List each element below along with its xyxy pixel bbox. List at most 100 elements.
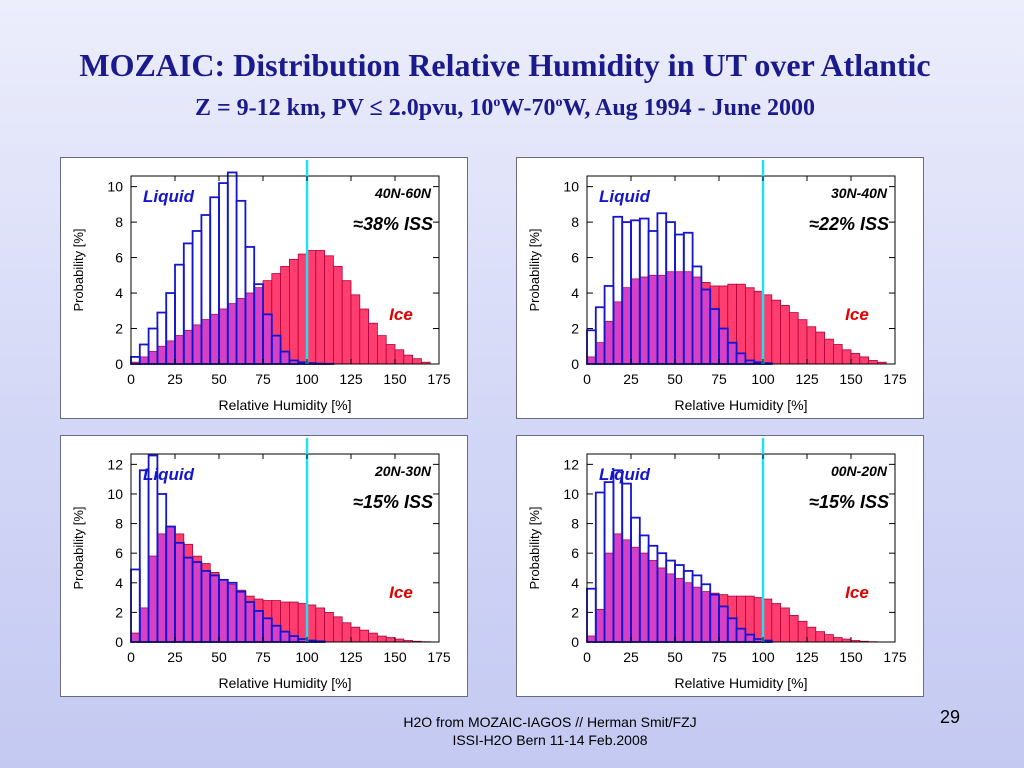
y-tick-label: 8 [115, 516, 123, 532]
region-label: 20N-30N [374, 463, 432, 479]
overlap-bar [621, 287, 632, 365]
overlap-bar [227, 583, 237, 643]
x-axis-title: Relative Humidity [%] [674, 675, 807, 691]
y-tick-label: 0 [115, 356, 123, 372]
ice-bar [797, 620, 808, 643]
x-tick-label: 150 [383, 371, 407, 387]
y-tick-label: 4 [115, 285, 123, 301]
ice-bar [832, 637, 843, 643]
x-tick-label: 150 [839, 371, 863, 387]
overlap-bar [271, 625, 281, 643]
overlap-bar [727, 342, 737, 365]
ice-bar [350, 626, 361, 643]
region-label: 40N-60N [374, 185, 432, 201]
chart-svg: 0 25 50 75 100 125 150 175 0 2 4 6 8 10 Relative Humid… [527, 160, 907, 413]
overlap-bar [630, 546, 641, 643]
overlap-bar [253, 610, 264, 643]
overlap-bar [692, 276, 702, 365]
x-tick-label: 125 [795, 649, 819, 665]
iss-label: ≈38% ISS [353, 214, 433, 234]
ice-bar [288, 258, 299, 365]
overlap-bar [157, 345, 167, 365]
x-tick-label: 25 [167, 649, 183, 665]
x-tick-label: 75 [255, 371, 271, 387]
overlap-bar [736, 353, 746, 365]
y-tick-label: 10 [563, 486, 579, 502]
overlap-bar [701, 591, 711, 643]
overlap-bar [595, 609, 605, 643]
ice-bar [332, 266, 343, 365]
ice-bar [806, 626, 817, 643]
overlap-bar [736, 628, 746, 643]
ice-bar [815, 631, 825, 643]
iss-label: ≈15% ISS [809, 492, 889, 512]
overlap-bar [218, 308, 229, 365]
overlap-bar [692, 586, 702, 643]
plot-frame [586, 453, 896, 643]
overlap-bar [227, 303, 237, 365]
ice-bar [788, 614, 799, 643]
chart-panel-30n-40n: 0 25 50 75 100 125 150 175 0 2 4 6 8 10 Relative Humid… [516, 157, 924, 419]
y-tick-label: 8 [115, 214, 123, 230]
overlap-bar [183, 557, 193, 643]
ice-bar [324, 611, 334, 643]
overlap-bar [262, 314, 273, 365]
overlap-bar [657, 567, 667, 643]
ice-label: Ice [845, 305, 869, 324]
region-label: 00N-20N [831, 463, 888, 479]
overlap-bar [674, 578, 685, 643]
overlap-bar [245, 292, 255, 365]
y-tick-label: 6 [571, 545, 579, 561]
chart-svg: 0 25 50 75 100 125 150 175 0 2 4 6 8 10 12 Relative Hum… [527, 438, 907, 691]
chart-svg: 0 25 50 75 100 125 150 175 0 2 4 6 8 10 12 Relative Hum… [71, 438, 451, 691]
footer-line-2: ISSI-H2O Bern 11-14 Feb.2008 [452, 732, 648, 748]
overlap-bar [674, 271, 685, 365]
footer: H2O from MOZAIC-IAGOS // Herman Smit/FZJ… [300, 713, 800, 749]
overlap-bar [192, 324, 202, 365]
overlap-bar [157, 533, 167, 643]
plot-frame [130, 453, 440, 643]
x-tick-label: 175 [427, 649, 451, 665]
x-tick-label: 25 [167, 371, 183, 387]
x-tick-label: 100 [295, 649, 319, 665]
overlap-bar [683, 582, 693, 643]
ice-bar [315, 250, 326, 365]
subtitle-part-c: W, Aug 1994 - June 2000 [562, 95, 816, 121]
ice-bar [780, 305, 790, 365]
y-axis-title: Probability [%] [527, 228, 542, 311]
ice-bar [771, 299, 782, 365]
y-tick-label: 8 [571, 214, 579, 230]
y-tick-label: 8 [571, 516, 579, 532]
x-tick-label: 0 [127, 371, 135, 387]
ice-bar [403, 354, 413, 365]
ice-bar [297, 603, 308, 643]
x-tick-label: 0 [583, 371, 591, 387]
y-tick-label: 2 [115, 321, 123, 337]
overlap-bar [271, 335, 281, 365]
y-tick-label: 6 [115, 250, 123, 266]
overlap-bar [262, 618, 273, 643]
ice-label: Ice [389, 583, 413, 602]
overlap-bar [613, 301, 623, 365]
overlap-bar [718, 606, 729, 643]
ice-bar [736, 283, 746, 365]
ice-bar [850, 352, 861, 365]
subtitle-part-b: W-70 [500, 95, 556, 121]
y-tick-label: 0 [571, 634, 579, 650]
ice-bar [306, 604, 317, 643]
ice-bar [385, 344, 396, 365]
overlap-bar [165, 526, 176, 643]
y-tick-label: 12 [563, 456, 579, 472]
x-tick-label: 75 [711, 371, 727, 387]
liquid-bar [130, 568, 141, 643]
ice-label: Ice [845, 583, 869, 602]
ice-bar [341, 280, 352, 365]
overlap-bar [639, 552, 649, 643]
overlap-bar [201, 570, 211, 643]
overlap-bar [718, 328, 729, 365]
overlap-bar [192, 561, 202, 643]
ice-bar [385, 637, 396, 643]
ice-bar [368, 322, 378, 365]
overlap-bar [709, 594, 720, 643]
y-tick-label: 4 [571, 575, 579, 591]
